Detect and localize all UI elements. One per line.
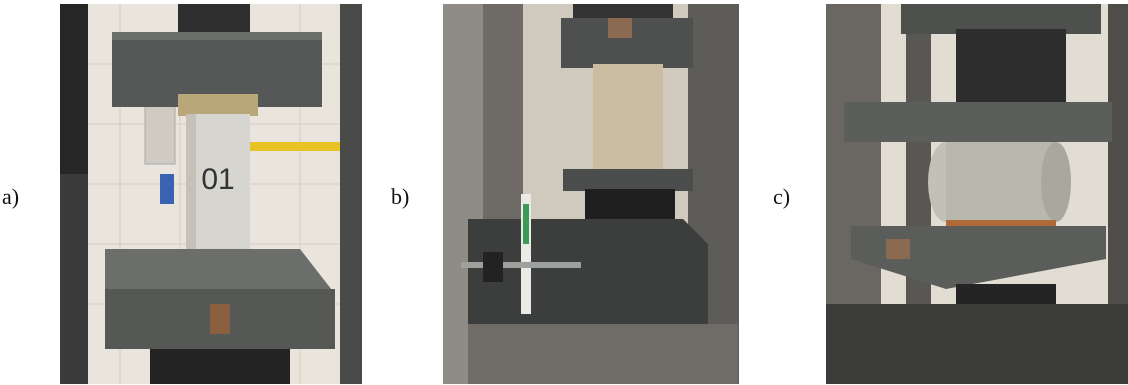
photo-compression-test-cylinder: 01 (60, 4, 362, 384)
panel-label-a: a) (2, 184, 20, 209)
specimen-marking: 01 (201, 163, 234, 196)
photo-compression-test-lvdt (443, 4, 739, 384)
panel-label-b: b) (391, 184, 410, 209)
photo-splitting-tensile-test (826, 4, 1128, 384)
panel-label-c: c) (773, 184, 791, 209)
